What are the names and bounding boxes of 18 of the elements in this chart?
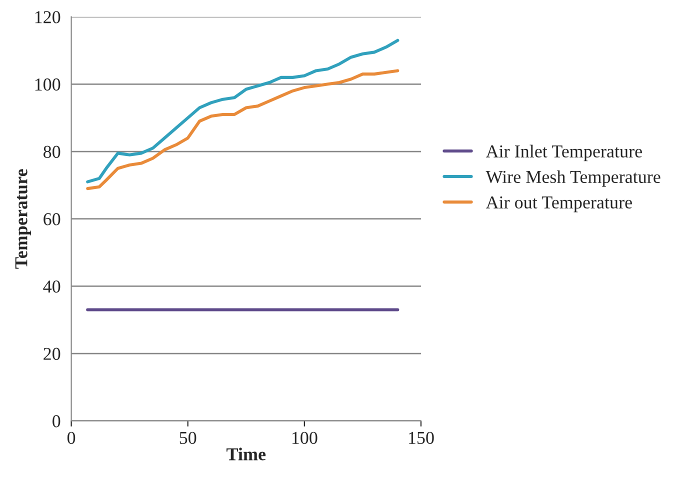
y-tick-label: 60 [44, 213, 60, 226]
legend-label: Air out Temperature [486, 196, 632, 212]
line-series [86, 69, 400, 190]
legend-label: Wire Mesh Temperature [486, 170, 660, 187]
x-axis-title: Time [226, 448, 266, 460]
y-tick-label: 120 [35, 11, 60, 24]
legend-label: Air Inlet Temperature [486, 144, 642, 162]
y-tick-label: 80 [44, 146, 60, 158]
y-axis-title: Temperature [15, 169, 32, 269]
x-tick-label: 50 [180, 432, 196, 444]
y-tick-label: 20 [44, 348, 60, 360]
x-tick-label: 150 [409, 432, 434, 444]
x-tick-label: 100 [292, 432, 318, 444]
y-tick-label: 0 [52, 415, 60, 428]
line-series [86, 38, 400, 184]
y-tick-label: 40 [43, 280, 60, 293]
x-tick-label: 0 [67, 432, 76, 444]
y-tick-label: 100 [35, 78, 60, 91]
